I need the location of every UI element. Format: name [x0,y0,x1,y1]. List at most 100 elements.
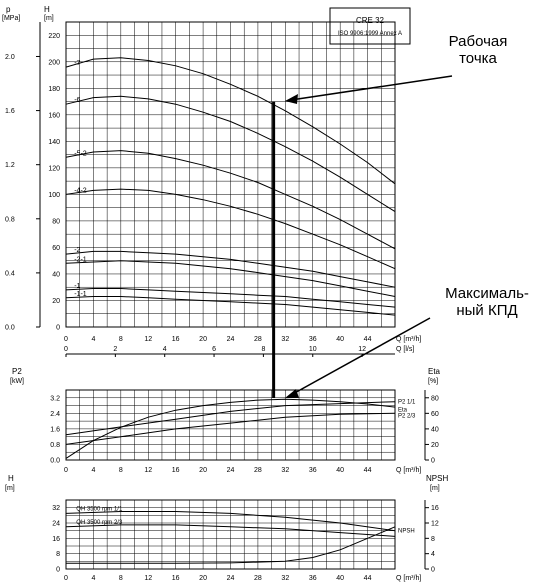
q-tick-label: 44 [364,467,372,474]
q-tick-label: 40 [336,467,344,474]
p-axis-label: p [6,5,11,14]
q-tick-label: 16 [172,336,180,343]
qh-full-curve [65,511,396,532]
p2-full-label: P2 1/1 [398,400,416,406]
qh-curve-label: -5-2 [74,150,87,157]
h-tick-label: 40 [52,271,60,278]
qh-curve-label: -4-2 [74,187,87,194]
q-tick-label: 32 [281,575,289,582]
h-tick-label: 32 [52,505,60,512]
h-tick-label: 120 [48,165,60,172]
q-tick-label: 36 [309,467,317,474]
ls-axis-unit: Q [l/s] [396,346,414,353]
eta-axis-unit: [%] [428,378,438,385]
h3-axis-unit: [m] [5,485,15,492]
npsh-tick-label: 16 [431,505,439,512]
eta-axis-label: Eta [428,367,441,376]
q-tick-label: 8 [119,467,123,474]
q-tick-label: 4 [91,575,95,582]
p-tick-label: 2.0 [5,54,15,61]
p2-tick-label: 3.2 [50,395,60,402]
p-tick-label: 0.4 [5,270,15,277]
h-axis-unit: [m] [44,15,54,22]
p-axis-unit: [MPa] [2,15,20,22]
h-tick-label: 0 [56,325,60,332]
h-tick-label: 16 [52,536,60,543]
title-box [329,7,411,45]
p2-tick-label: 2.4 [50,411,60,418]
eta-curve [65,398,396,459]
q-tick-label: 28 [254,575,262,582]
q-tick-label: 44 [364,336,372,343]
q-tick-label: 24 [227,575,235,582]
qh-reduced-curve [65,524,396,537]
h-tick-label: 80 [52,218,60,225]
q-tick-label: 12 [144,467,152,474]
annotation-max-efficiency: Максималь-ный КПД [445,285,529,319]
q-tick-label: 0 [64,336,68,343]
arrowhead [285,389,299,398]
q-tick-label: 16 [172,467,180,474]
ls-tick-label: 12 [358,346,366,353]
qh-curve-label: -6 [74,97,80,104]
npsh-tick-label: 12 [431,521,439,528]
h-tick-label: 100 [48,192,60,199]
h-tick-label: 140 [48,139,60,146]
q-tick-label: 8 [119,575,123,582]
q-tick-label: 28 [254,467,262,474]
p2-axis-unit: [kW] [10,378,24,385]
q-tick-label: 4 [91,467,95,474]
ls-tick-label: 0 [64,346,68,353]
q-axis-unit: Q [m³/h] [396,467,421,474]
h3-axis-label: H [8,474,14,483]
qh-curve [65,260,396,297]
annotation-operating-point: Рабочая точка [449,33,508,67]
q-tick-label: 20 [199,336,207,343]
h-tick-label: 0 [56,567,60,574]
npsh-label: NPSH [398,529,415,535]
q-axis-unit: Q [m³/h] [396,575,421,582]
q-tick-label: 40 [336,336,344,343]
ls-tick-label: 8 [261,346,265,353]
chart-subtitle: ISO 9906:1999 Annex A [338,31,402,37]
qh-curve [65,57,396,185]
p-tick-label: 1.6 [5,108,15,115]
q-tick-label: 24 [227,467,235,474]
arrowhead [285,94,298,104]
p-tick-label: 1.2 [5,162,15,169]
h-tick-label: 20 [52,298,60,305]
ls-tick-label: 6 [212,346,216,353]
h-tick-label: 220 [48,33,60,40]
h-tick-label: 24 [52,521,60,528]
qh-curve-label: -2 [74,247,80,254]
q-tick-label: 28 [254,336,262,343]
npsh-tick-label: 4 [431,551,435,558]
qh-curve [65,188,396,270]
q-tick-label: 36 [309,336,317,343]
q-tick-label: 20 [199,467,207,474]
q-tick-label: 4 [91,336,95,343]
npsh-axis-label: NPSH [426,474,448,483]
npsh-tick-label: 8 [431,536,435,543]
eta-tick-label: 60 [431,411,439,418]
eta-tick-label: 80 [431,395,439,402]
qh-curve-label: -1 [74,283,80,290]
q-axis-unit: Q [m³/h] [396,336,421,343]
h-tick-label: 180 [48,86,60,93]
ls-tick-label: 2 [113,346,117,353]
eta-tick-label: 0 [431,458,435,465]
q-tick-label: 20 [199,575,207,582]
p2-tick-label: 0.8 [50,442,60,449]
npsh-axis-unit: [m] [430,485,440,492]
q-tick-label: 36 [309,575,317,582]
qh-curve [65,95,396,213]
q-tick-label: 32 [281,336,289,343]
h-axis-label: H [44,5,50,14]
qh-curve-label: -7 [74,60,80,67]
p2-reduced-curve [65,412,396,445]
eta-label: Eta [398,407,408,413]
q-tick-label: 8 [119,336,123,343]
p2-tick-label: 0.0 [50,458,60,465]
q-tick-label: 32 [281,467,289,474]
